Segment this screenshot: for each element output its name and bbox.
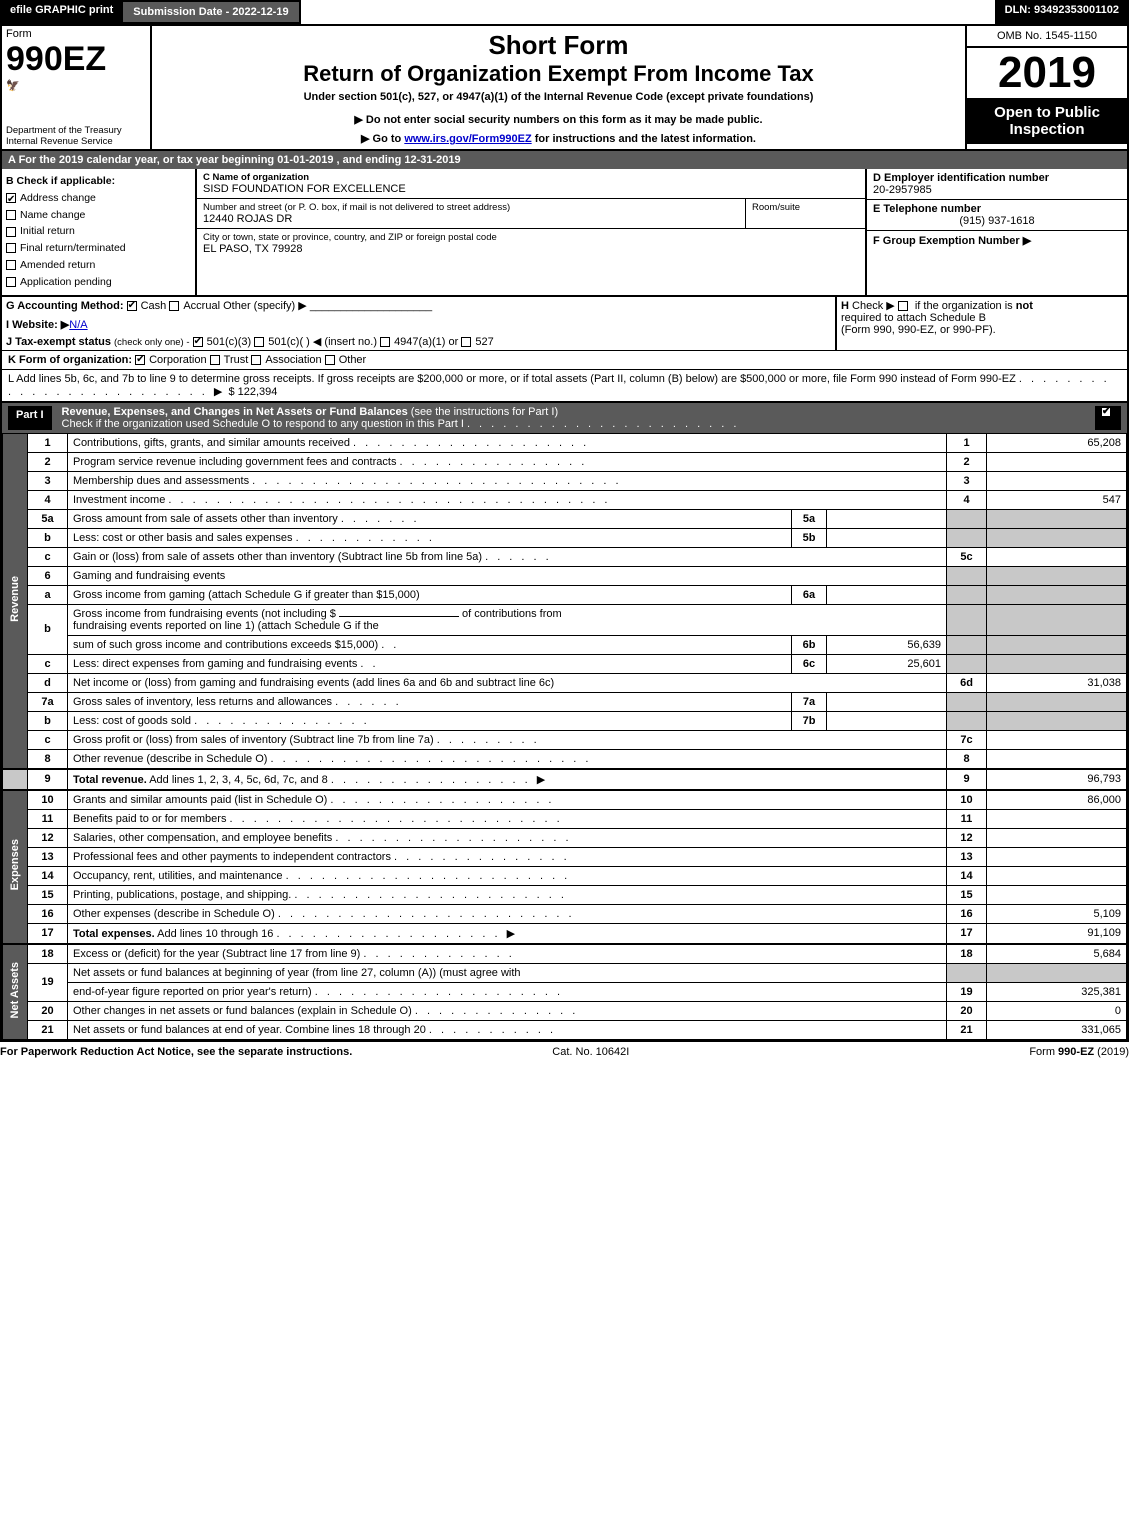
g-label: G Accounting Method:	[6, 300, 124, 312]
chk-h[interactable]	[898, 301, 908, 311]
part-i-table: Revenue 1 Contributions, gifts, grants, …	[2, 433, 1127, 1040]
chk-501c3[interactable]	[193, 337, 203, 347]
chk-accrual[interactable]	[169, 301, 179, 311]
part-i-header: Part I Revenue, Expenses, and Changes in…	[2, 403, 1127, 433]
city-label: City or town, state or province, country…	[203, 232, 859, 243]
goto-line: ▶ Go to www.irs.gov/Form990EZ for instru…	[156, 132, 961, 145]
tax-year: 2019	[967, 48, 1127, 98]
netassets-sidebar: Net Assets	[3, 944, 28, 1040]
d-label: D Employer identification number	[873, 172, 1121, 184]
chk-address-change[interactable]: Address change	[6, 190, 191, 207]
main-title: Return of Organization Exempt From Incom…	[156, 61, 961, 87]
form-version: Form 990-EZ (2019)	[1029, 1046, 1129, 1058]
cat-no: Cat. No. 10642I	[552, 1046, 629, 1058]
open-to-public: Open to Public Inspection	[967, 98, 1127, 144]
chk-assoc[interactable]	[251, 355, 261, 365]
form-header: Form 990EZ 🦅 Department of the Treasury …	[2, 26, 1127, 151]
irs-label: Internal Revenue Service	[6, 136, 146, 147]
irs-eagle-icon: 🦅	[6, 80, 20, 92]
chk-501c[interactable]	[254, 337, 264, 347]
k-label: K Form of organization:	[8, 354, 132, 366]
irs-link[interactable]: www.irs.gov/Form990EZ	[404, 133, 531, 145]
dept-treasury: Department of the Treasury	[6, 125, 146, 136]
chk-4947[interactable]	[380, 337, 390, 347]
part-i-label: Part I	[8, 406, 52, 430]
efile-print-button[interactable]: efile GRAPHIC print	[0, 0, 123, 24]
no-ssn-note: ▶ Do not enter social security numbers o…	[156, 113, 961, 126]
section-b: B Check if applicable: Address change Na…	[2, 169, 197, 295]
room-label: Room/suite	[752, 202, 859, 213]
ein-value: 20-2957985	[873, 184, 1121, 196]
submission-date-button[interactable]: Submission Date - 2022-12-19	[123, 0, 300, 24]
i-label: I Website: ▶	[6, 319, 69, 331]
chk-schedule-o[interactable]	[1101, 407, 1111, 417]
line-l: L Add lines 5b, 6c, and 7b to line 9 to …	[2, 370, 1127, 403]
city-value: EL PASO, TX 79928	[203, 243, 859, 255]
form-990ez: Form 990EZ 🦅 Department of the Treasury …	[0, 24, 1129, 1042]
website-value: N/A	[69, 319, 87, 331]
entity-block: B Check if applicable: Address change Na…	[2, 169, 1127, 297]
e-label: E Telephone number	[873, 203, 1121, 215]
phone-value: (915) 937-1618	[873, 215, 1121, 227]
top-bar: efile GRAPHIC print Submission Date - 20…	[0, 0, 1129, 24]
under-section: Under section 501(c), 527, or 4947(a)(1)…	[156, 91, 961, 103]
page-footer: For Paperwork Reduction Act Notice, see …	[0, 1042, 1129, 1062]
chk-cash[interactable]	[127, 301, 137, 311]
street-value: 12440 ROJAS DR	[203, 213, 739, 225]
dln-label: DLN: 93492353001102	[995, 0, 1129, 24]
c-label: C Name of organization	[203, 172, 859, 183]
chk-other-org[interactable]	[325, 355, 335, 365]
street-label: Number and street (or P. O. box, if mail…	[203, 202, 739, 213]
j-label: J Tax-exempt status	[6, 336, 111, 348]
chk-application-pending[interactable]: Application pending	[6, 274, 191, 291]
expenses-sidebar: Expenses	[3, 790, 28, 944]
revenue-sidebar: Revenue	[3, 433, 28, 769]
chk-amended-return[interactable]: Amended return	[6, 257, 191, 274]
org-name: SISD FOUNDATION FOR EXCELLENCE	[203, 183, 859, 195]
g-h-row: G Accounting Method: Cash Accrual Other …	[2, 297, 1127, 351]
line-k: K Form of organization: Corporation Trus…	[2, 351, 1127, 370]
chk-final-return[interactable]: Final return/terminated	[6, 240, 191, 257]
chk-corp[interactable]	[135, 355, 145, 365]
form-word: Form	[6, 28, 146, 40]
paperwork-notice: For Paperwork Reduction Act Notice, see …	[0, 1046, 352, 1058]
chk-527[interactable]	[461, 337, 471, 347]
line-a: A For the 2019 calendar year, or tax yea…	[2, 151, 1127, 169]
chk-trust[interactable]	[210, 355, 220, 365]
f-label: F Group Exemption Number ▶	[873, 235, 1031, 247]
h-label: H	[841, 300, 849, 312]
b-label: B Check if applicable:	[6, 173, 191, 190]
chk-initial-return[interactable]: Initial return	[6, 223, 191, 240]
chk-name-change[interactable]: Name change	[6, 207, 191, 224]
form-number: 990EZ	[6, 40, 146, 79]
short-form-title: Short Form	[156, 30, 961, 61]
omb-number: OMB No. 1545-1150	[967, 26, 1127, 48]
